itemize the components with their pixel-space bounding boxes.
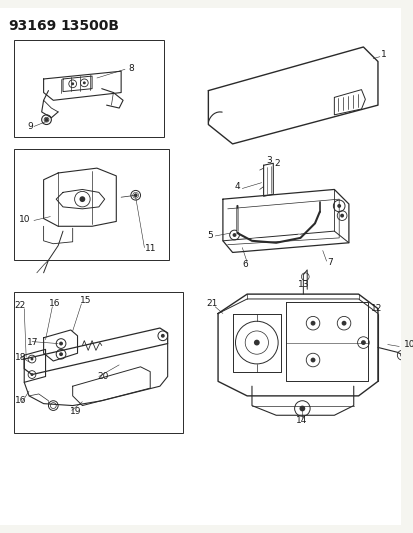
Text: 20: 20 [97, 372, 108, 381]
Text: 16: 16 [48, 300, 60, 308]
Text: 8: 8 [128, 64, 133, 73]
Text: 5: 5 [207, 230, 213, 239]
Circle shape [133, 193, 137, 197]
Text: 19: 19 [70, 407, 81, 416]
Circle shape [161, 334, 164, 338]
Circle shape [31, 373, 33, 376]
Text: 16: 16 [14, 396, 26, 405]
Circle shape [59, 352, 63, 356]
Circle shape [337, 204, 340, 208]
Text: 2: 2 [273, 159, 279, 168]
Bar [14, 149, 168, 260]
Text: 21: 21 [206, 300, 217, 308]
Text: 6: 6 [242, 260, 247, 269]
Text: 3: 3 [266, 156, 272, 165]
Circle shape [341, 321, 346, 326]
Circle shape [299, 406, 304, 411]
Circle shape [59, 342, 63, 345]
Text: 1: 1 [380, 50, 386, 59]
Circle shape [79, 196, 85, 202]
Circle shape [253, 340, 259, 345]
Text: 15: 15 [79, 296, 91, 305]
Circle shape [360, 340, 365, 345]
Text: 14: 14 [295, 416, 306, 425]
Circle shape [71, 83, 74, 85]
Text: 22: 22 [14, 301, 26, 310]
Circle shape [310, 358, 315, 362]
Text: 10: 10 [403, 340, 413, 349]
Text: 18: 18 [14, 353, 26, 361]
Text: 17: 17 [27, 338, 38, 347]
Text: 12: 12 [370, 304, 382, 313]
Text: 9: 9 [27, 122, 33, 131]
Circle shape [45, 118, 48, 122]
Bar [14, 292, 183, 433]
Circle shape [31, 358, 33, 360]
Circle shape [399, 353, 403, 357]
Text: 13500B: 13500B [60, 19, 119, 33]
Text: 4: 4 [234, 182, 240, 191]
Text: 13: 13 [297, 280, 308, 289]
Circle shape [339, 214, 343, 217]
Circle shape [232, 233, 236, 237]
Circle shape [83, 82, 85, 84]
Text: 11: 11 [145, 244, 157, 253]
Text: 7: 7 [327, 257, 332, 266]
Text: 10: 10 [19, 215, 31, 224]
Bar [14, 40, 164, 137]
Text: 93169: 93169 [8, 19, 56, 33]
Circle shape [310, 321, 315, 326]
